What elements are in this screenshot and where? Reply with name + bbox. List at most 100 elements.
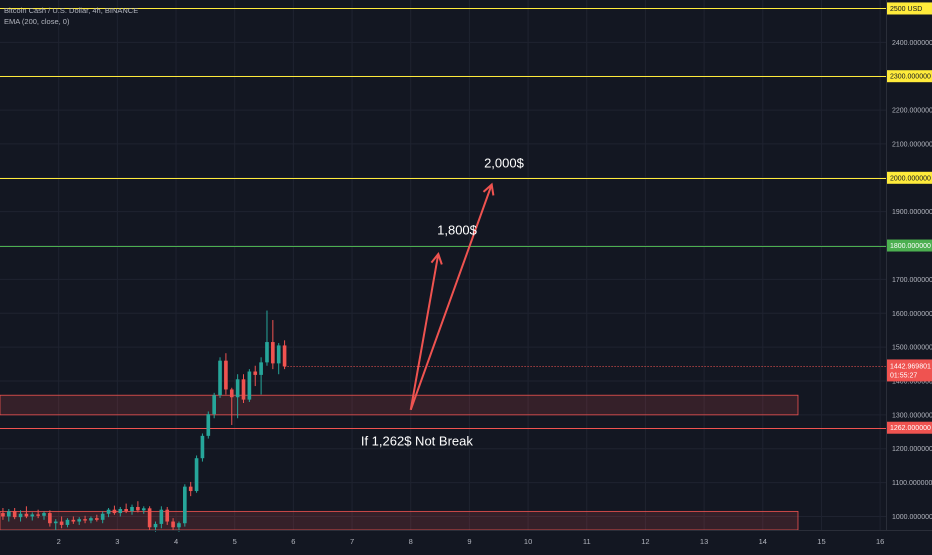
candle-body [36,514,40,516]
x-tick-label: 10 [524,537,532,546]
candle-body [59,521,64,525]
x-tick-label: 12 [641,537,649,546]
arrows [409,182,495,411]
candle-body [218,360,222,396]
x-tick-label: 15 [817,537,825,546]
candle-body [147,508,152,528]
candle-body [206,414,211,436]
x-tick-label: 14 [759,537,767,546]
axis-unit-badge-label: 2500 USD [890,6,922,13]
arrow-head [482,182,495,196]
candle-body [200,435,205,459]
zones [0,394,799,531]
candle-body [229,389,234,398]
x-tick-label: 16 [876,537,884,546]
candle-body [24,513,29,517]
y-tick-label: 1100.000000 [892,480,932,487]
candle-body [265,342,269,363]
candle-body [18,513,23,518]
price-badges: 2500.0000002300.0000002000.0000001800.00… [284,2,932,434]
candle-body [276,345,281,364]
candle-body [259,362,263,375]
x-tick-label: 3 [115,537,119,546]
candle-body [12,511,17,518]
candle-body [171,521,175,528]
y-tick-label: 1400.000000 [892,378,932,385]
candle-body [53,521,58,524]
candle-body [77,519,82,522]
arrow-shaft [409,253,440,410]
candle-body [94,518,99,520]
zone-rect [0,510,799,531]
candle-body [48,513,52,524]
candle-body [165,509,170,522]
candle-body [118,509,123,514]
candle-body [42,513,46,516]
x-tick-label: 4 [174,537,178,546]
price-badge-bg [887,421,932,434]
candle-body [141,508,146,511]
price-badge-bg [887,171,932,184]
candle-body [271,342,275,364]
candles [1,310,287,532]
candle-body [106,509,111,514]
y-tick-label: 1200.000000 [892,446,932,453]
candle-body [6,511,11,517]
candle-body [183,486,187,524]
candle-body [112,509,117,514]
y-tick-label: 1300.000000 [892,412,932,419]
x-tick-label: 2 [57,537,61,546]
current-price-badge-bg [887,359,932,382]
candle-body [1,513,5,517]
x-tick-label: 9 [467,537,471,546]
x-tick-label: 7 [350,537,354,546]
candle-body [153,523,158,528]
axis-unit-badge-bg [887,2,932,15]
price-badge-label: 1800.000000 [890,243,931,250]
candle-body [65,519,70,525]
zone-rect [0,394,799,416]
candle-body [136,506,140,511]
price-badge-label: 2300.000000 [890,74,931,81]
candle-body [235,379,240,398]
x-tick-label: 11 [583,537,591,546]
y-axis-background [886,0,932,550]
candle-body [83,519,87,521]
x-tick-label: 6 [291,537,295,546]
legend-title: Bitcoin Cash / U.S. Dollar, 4h, BINANCE [4,6,139,15]
candle-body [212,395,216,415]
y-tick-label: 1600.000000 [892,311,932,318]
candle-body [71,519,76,522]
legend-indicator: EMA (200, close, 0) [4,17,70,26]
y-tick-label: 1900.000000 [892,209,932,216]
y-axis: 1000.000000 1100.000000 1200.000000 1300.00… [886,0,932,550]
y-tick-label: 1500.000000 [892,345,932,352]
candle-body [194,458,199,492]
candle-body [100,513,105,520]
y-tick-label: 2400.000000 [892,40,932,47]
price-badge-bg [887,70,932,83]
y-tick-label: 1700.000000 [892,277,932,284]
x-axis: 2 3 4 5 6 7 8 9 10 11 12 13 14 15 16 [0,530,932,546]
candle-body [247,371,252,400]
price-badge-bg [887,239,932,252]
price-badge-label: 1262.000000 [890,425,931,432]
annotation-text: If 1,262$ Not Break [361,433,474,448]
candle-body [253,371,258,375]
candle-body [30,514,35,517]
candle-body [130,506,134,512]
arrow-head [430,251,443,265]
current-price-countdown: 01:55:27 [890,372,917,379]
current-price-label: 1442.969801 [890,363,931,370]
candle-body [159,509,164,524]
y-tick-label: 2100.000000 [892,141,932,148]
grid-lines [0,0,886,530]
candle-body [177,523,181,528]
candle-body [282,345,287,367]
price-badge-label: 2000.000000 [890,175,931,182]
annotation-text: 2,000$ [484,156,525,171]
annotations: 2,000$ 1,800$ If 1,262$ Not Break [361,156,525,449]
candle-body [224,360,228,390]
